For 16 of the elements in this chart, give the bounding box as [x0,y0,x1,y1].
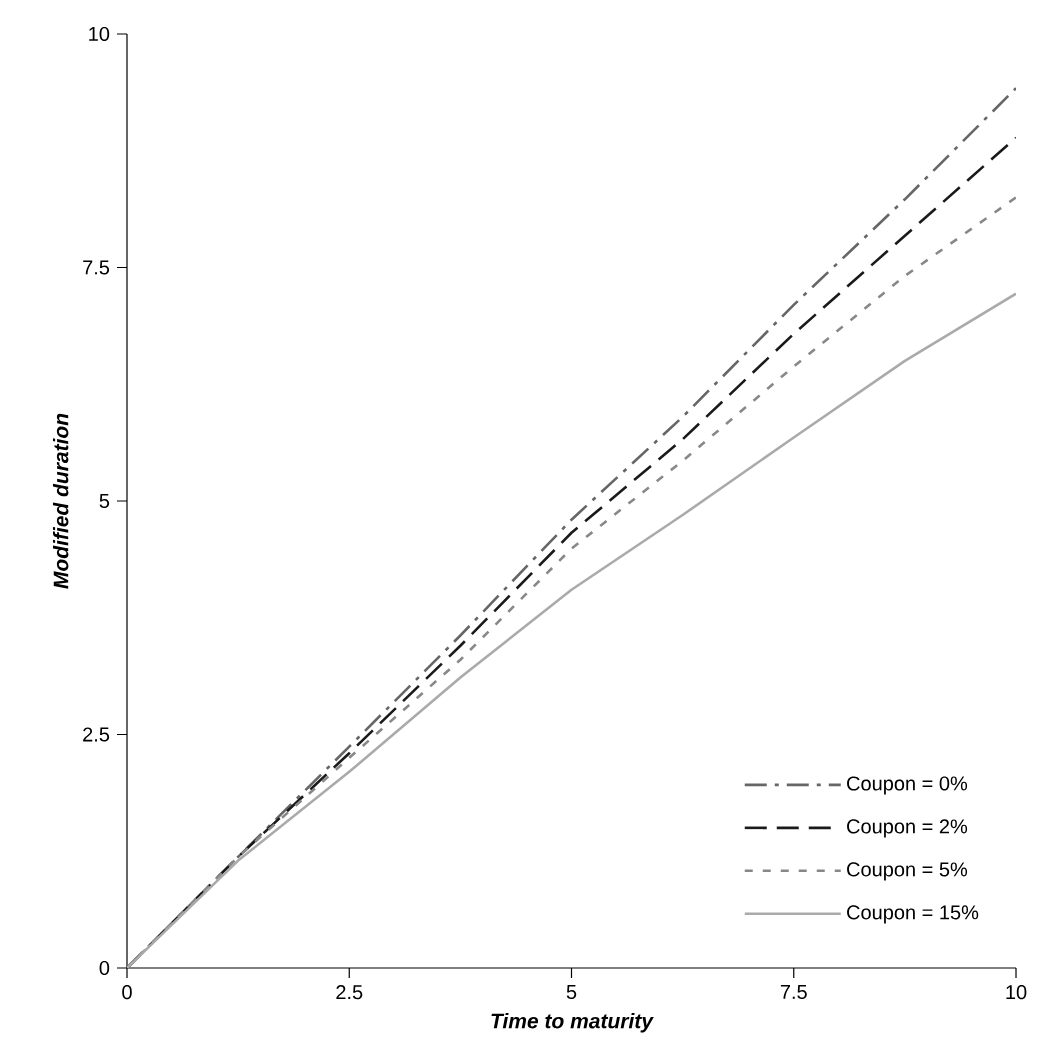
legend-label: Coupon = 15% [847,905,979,924]
x-tick-label: 0 [122,985,132,1000]
x-axis-title: Time to maturity [491,1012,654,1033]
y-tick-label: 5 [99,494,110,508]
x-tick-label: 2.5 [336,985,363,1000]
y-tick-label: 7.5 [83,260,110,275]
legend-label: Coupon = 5% [847,862,968,881]
y-tick-label: 2.5 [83,727,110,742]
y-tick-label: 0 [99,960,110,976]
legend-label: Coupon = 2% [847,819,968,838]
legend-label: Coupon = 0% [847,776,968,795]
y-axis-title: Modified duration [52,413,69,589]
x-tick-label: 7.5 [780,985,807,1000]
x-tick-label: 5 [566,985,577,1000]
y-tick-label: 10 [89,26,110,42]
x-tick-label: 10 [1006,985,1027,1000]
